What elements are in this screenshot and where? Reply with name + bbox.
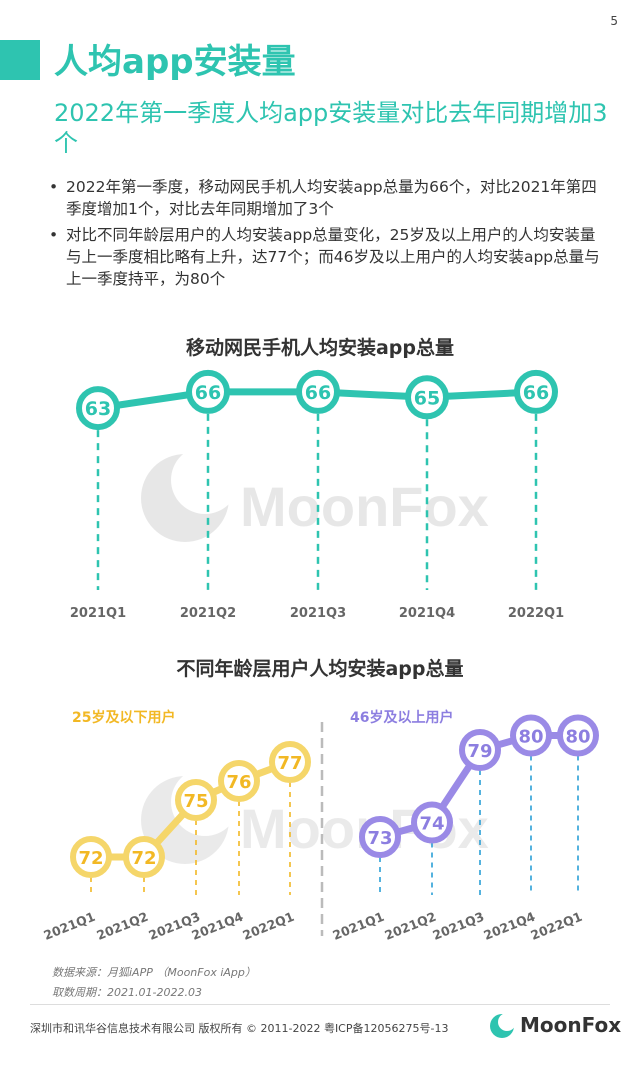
data-label: 72 [78,848,103,869]
data-point [218,760,260,802]
x-tick-label: 2022Q1 [528,909,584,943]
data-label: 66 [523,382,549,404]
x-tick-label: 2021Q2 [94,909,150,943]
x-tick-label: 2022Q1 [508,606,564,621]
data-point [123,836,165,878]
footer-logo-text: MoonFox [520,1013,622,1037]
data-point [514,369,558,414]
x-tick-label: 2021Q1 [330,909,386,943]
watermark-text: MoonFox [240,475,489,538]
data-label: 74 [419,814,444,835]
footer-divider [30,1004,610,1005]
data-label: 76 [226,772,251,793]
chart1-plot: MoonFox 63 2021Q1 66 2021Q2 66 2021Q3 65 2021Q4 6… [70,369,564,621]
title-accent-bar [0,40,40,80]
data-label: 80 [518,727,543,748]
data-label: 65 [414,387,440,409]
data-point [411,801,453,844]
data-label: 75 [183,791,208,812]
data-point [76,386,120,431]
data-label: 66 [305,382,331,404]
senior-group-label: 46岁及以上用户 [350,710,454,726]
data-point [175,779,217,821]
x-tick-label: 2021Q4 [481,909,537,943]
data-label: 79 [467,741,492,762]
data-point [296,369,340,414]
x-tick-label: 2021Q3 [290,606,346,621]
page-number: 5 [610,14,618,28]
x-tick-label: 2021Q2 [180,606,236,621]
data-label: 66 [195,382,221,404]
data-label: 77 [277,753,302,774]
data-point [186,369,230,414]
x-tick-label: 2021Q3 [430,909,486,943]
data-point [269,741,311,783]
data-point [359,816,401,858]
page-subtitle: 2022年第一季度人均app安装量对比去年同期增加3个 [54,99,608,157]
bullet-item: 2022年第一季度，移动网民手机人均安装app总量为66个，对比2021年第四季… [44,176,604,220]
data-point [405,375,449,420]
bullet-list: 2022年第一季度，移动网民手机人均安装app总量为66个，对比2021年第四季… [44,176,604,294]
data-period: 取数周期：2021.01-2022.03 [52,986,202,999]
moonfox-logo-icon [490,1013,516,1038]
chart2-title: 不同年龄层用户人均安装app总量 [176,658,464,680]
data-label: 80 [565,727,590,748]
footer-copyright: 深圳市和讯华谷信息技术有限公司 版权所有 © 2011-2022 粤ICP备12… [30,1022,449,1035]
x-tick-label: 2021Q2 [382,909,438,943]
x-tick-label: 2021Q1 [41,909,97,943]
data-label: 72 [131,848,156,869]
data-label: 63 [85,398,111,420]
young-group-label: 25岁及以下用户 [72,710,176,726]
bullet-item: 对比不同年龄层用户的人均安装app总量变化，25岁及以上用户的人均安装量与上一季… [44,224,604,290]
x-tick-label: 2021Q4 [399,606,455,621]
data-label: 73 [367,828,392,849]
data-point [557,714,599,757]
page-title: 人均app安装量 [54,42,296,82]
data-point [70,836,112,878]
chart2-plot: MoonFox722021Q1722021Q2752021Q3762021Q47… [41,714,599,943]
data-point [459,729,501,771]
chart1-title: 移动网民手机人均安装app总量 [185,337,455,359]
data-source: 数据来源：月狐iAPP （MoonFox iApp） [52,966,256,979]
x-tick-label: 2021Q1 [70,606,126,621]
x-tick-label: 2022Q1 [240,909,296,943]
data-point [510,714,552,757]
